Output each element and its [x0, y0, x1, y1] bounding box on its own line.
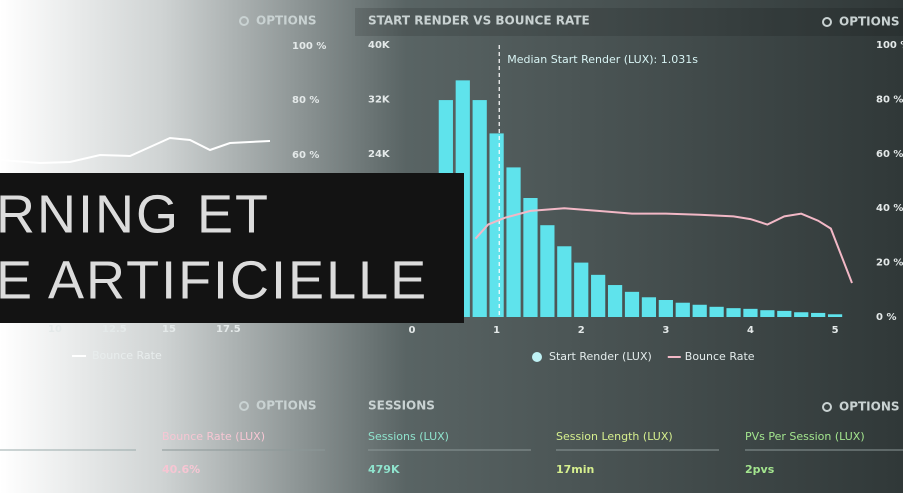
bar [760, 310, 774, 317]
axis-label: 60 % [292, 150, 319, 161]
axis-label: 80 % [292, 95, 319, 106]
bar [490, 133, 504, 317]
bar [710, 307, 724, 317]
bar [726, 308, 740, 317]
annotation: Median Start Render (LUX): 1.031s [507, 53, 698, 66]
bar [506, 167, 520, 317]
bar [608, 285, 622, 317]
bar [659, 300, 673, 317]
options-button[interactable]: OPTIONS [839, 400, 900, 414]
bar [473, 100, 487, 317]
chart-title: START RENDER VS BOUNCE RATE [368, 14, 590, 28]
options-button[interactable]: OPTIONS [839, 15, 900, 29]
x-label: 12.5 [102, 324, 127, 335]
y-tick-label: 32K [368, 94, 391, 105]
metric-value: 17min [556, 463, 594, 476]
banner-line: E ARTIFICIELLE [0, 250, 428, 310]
bar [591, 275, 605, 317]
metric-label: PVs Per Session (LUX) [745, 430, 865, 443]
legend-label: Bounce Rate [685, 350, 755, 363]
x-tick-label: 3 [662, 325, 669, 336]
bar [574, 263, 588, 317]
bar [642, 297, 656, 317]
section-title: SESSIONS [368, 399, 435, 413]
metric-label: Sessions (LUX) [368, 430, 449, 443]
x-tick-label: 4 [747, 325, 754, 336]
y2-tick-label: 60 % [876, 149, 903, 160]
x-tick-label: 1 [493, 325, 500, 336]
screen: OPTIONS 100 % 80 % 60 % 10 12.5 15 17.5 … [0, 0, 903, 493]
bar [625, 292, 639, 317]
bar [676, 303, 690, 317]
options-button[interactable]: OPTIONS [256, 399, 317, 413]
x-tick-label: 5 [832, 325, 839, 336]
metric-label: Session Length (LUX) [556, 430, 673, 443]
metric-label: Bounce Rate (LUX) [162, 430, 265, 443]
axis-label: 100 % [292, 41, 326, 52]
x-label: 17.5 [216, 324, 241, 335]
options-button[interactable]: OPTIONS [256, 14, 317, 28]
metric-value: 2pvs [745, 463, 775, 476]
bar [794, 312, 808, 317]
legend-label: Start Render (LUX) [549, 350, 652, 363]
metric-value: 40.6% [162, 463, 200, 476]
bar [828, 314, 842, 317]
banner-line: RNING ET [0, 184, 270, 244]
legend-label: Bounce Rate [92, 349, 162, 362]
bar [557, 246, 571, 317]
legend-swatch [532, 352, 542, 362]
y-tick-label: 24K [368, 149, 391, 160]
bar [777, 311, 791, 317]
x-tick-label: 0 [409, 325, 416, 336]
y2-tick-label: 100 % [876, 40, 903, 51]
bar [811, 313, 825, 317]
y-tick-label: 40K [368, 40, 391, 51]
x-label: 10 [48, 324, 62, 335]
y2-tick-label: 0 % [876, 312, 896, 323]
bar [540, 225, 554, 317]
x-label: 15 [162, 324, 176, 335]
bar [743, 309, 757, 317]
metric-value: 479K [368, 463, 400, 476]
bar [693, 305, 707, 317]
y2-tick-label: 40 % [876, 203, 903, 214]
y2-tick-label: 80 % [876, 94, 903, 105]
y2-tick-label: 20 % [876, 258, 903, 269]
x-tick-label: 2 [578, 325, 585, 336]
bar [523, 198, 537, 317]
